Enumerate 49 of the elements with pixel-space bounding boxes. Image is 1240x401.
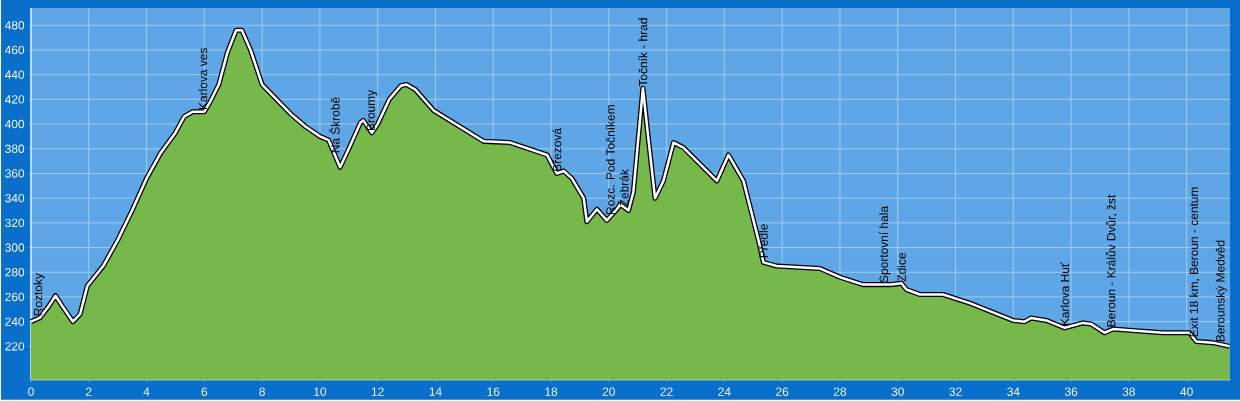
x-tick-label: 0: [28, 387, 34, 397]
x-tick-label: 30: [891, 387, 904, 397]
y-tick-label: 480: [4, 21, 25, 30]
x-tick-label: 40: [1180, 387, 1193, 397]
annotation: Předle: [758, 224, 768, 258]
annotation: Exit 18 km, Beroun - centum: [1189, 187, 1200, 337]
y-tick-label: 360: [5, 169, 25, 178]
x-tick-label: 18: [545, 387, 558, 397]
y-tick-label: 420: [4, 95, 25, 104]
x-tick-label: 10: [314, 387, 327, 397]
x-tick-label: 12: [371, 387, 384, 396]
y-tick-label: 280: [5, 268, 25, 277]
annotation: Točník - hrad: [638, 18, 648, 87]
x-tick-label: 16: [487, 387, 500, 397]
annotation: Karlova ves: [198, 48, 208, 110]
x-tick-label: 14: [429, 387, 442, 396]
y-tick-label: 240: [5, 317, 25, 327]
annotation: Rozc. Pod Točníkem: [605, 105, 615, 215]
annotation: Žebrák: [617, 169, 629, 207]
annotation: Roztoky: [33, 273, 45, 316]
x-tick-label: 36: [1064, 387, 1078, 397]
annotation: Zdice: [897, 253, 906, 282]
y-tick-label: 340: [5, 194, 25, 203]
x-tick-label: 38: [1122, 387, 1135, 397]
y-tick-label: 260: [5, 292, 25, 302]
y-tick-label: 400: [4, 120, 25, 129]
x-tick-label: 20: [602, 387, 615, 397]
y-tick-label: 460: [4, 45, 25, 55]
y-tick-label: 300: [5, 243, 25, 252]
x-tick-label: 8: [259, 387, 265, 397]
x-tick-label: 22: [660, 387, 673, 396]
x-tick-label: 24: [718, 387, 731, 396]
annotation: Broumy: [366, 90, 378, 131]
annotation: Beroun - Králův Dvůr, žst: [1105, 194, 1117, 327]
y-tick-label: 320: [5, 218, 25, 228]
annotation: Karlova Huť: [1060, 262, 1070, 326]
x-tick-label: 32: [949, 387, 962, 397]
y-tick-label: 220: [5, 342, 25, 351]
x-tick-label: 2: [86, 387, 92, 396]
x-tick-label: 26: [776, 387, 789, 397]
x-tick-label: 4: [143, 387, 150, 396]
x-tick-label: 6: [201, 387, 208, 397]
y-tick-label: 380: [5, 144, 25, 154]
y-tick-label: 440: [4, 70, 25, 80]
annotation: Sportovní hala: [879, 206, 891, 283]
x-tick-label: 34: [1007, 387, 1020, 397]
annotation: Berounský Medvěd: [1215, 240, 1227, 342]
x-tick-label: 28: [833, 387, 847, 397]
annotation: Březová: [552, 128, 562, 172]
